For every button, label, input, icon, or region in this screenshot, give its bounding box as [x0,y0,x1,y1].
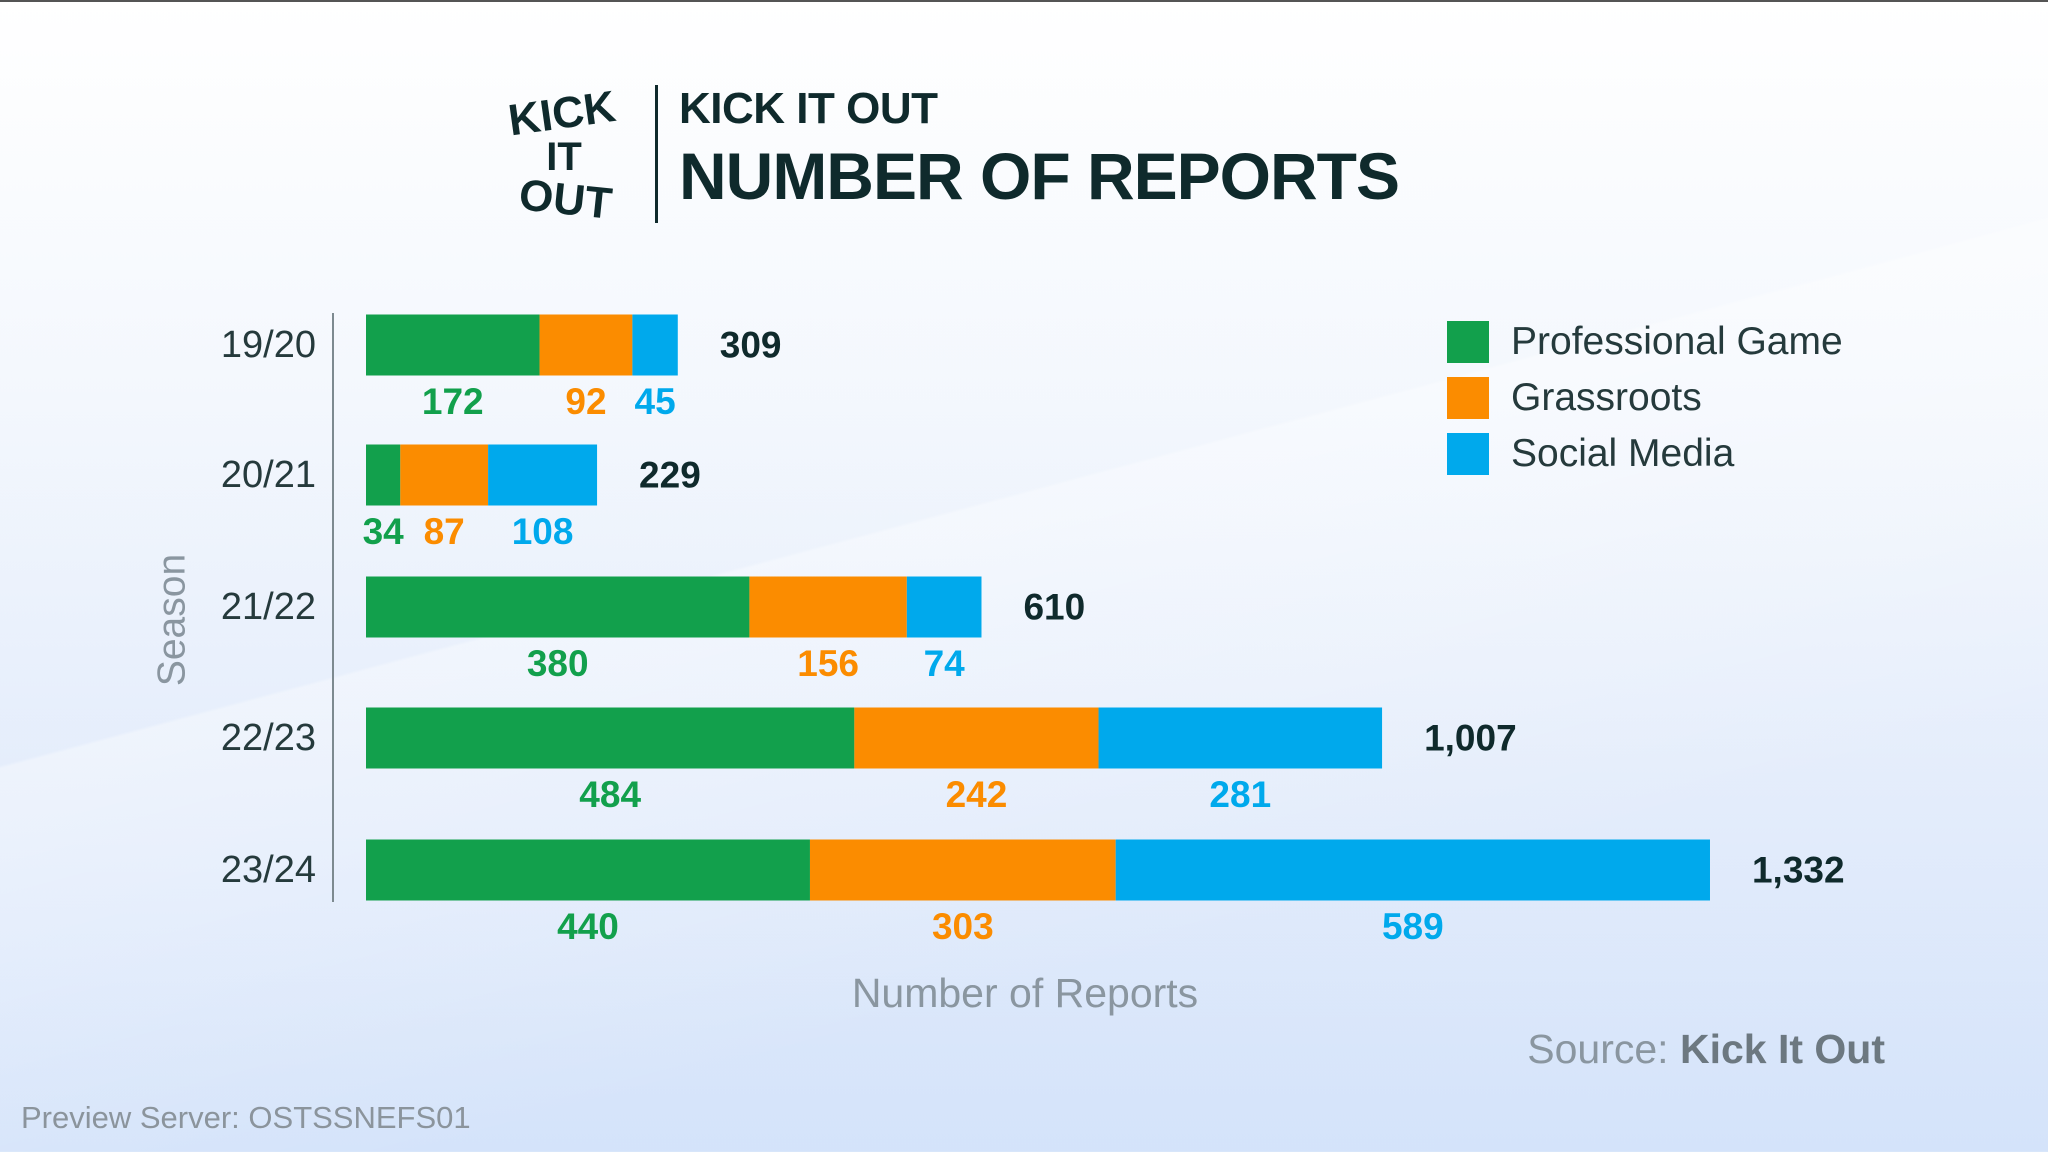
source-value: Kick It Out [1679,1026,1885,1072]
y-axis-label: Season [151,554,194,686]
legend-label: Social Media [1511,432,1735,475]
legend-item-social: Social Media [1447,426,1843,482]
category-label: 19/20 [221,324,316,366]
legend-swatch-professional [1447,321,1489,363]
bar-segment-professional-game [366,576,750,638]
top-border [0,0,2048,2]
category-label: 22/23 [221,717,316,759]
data-label: 156 [797,643,859,684]
data-label: 242 [946,774,1008,815]
bar-segment-professional-game [366,444,401,506]
data-label: 92 [565,381,606,422]
total-label: 1,007 [1424,718,1517,759]
bar-segment-grassroots [854,707,1099,769]
x-axis-label: Number of Reports [851,970,1199,1016]
category-label: 23/24 [221,849,316,891]
data-label: 440 [557,906,619,947]
category-label: 21/22 [221,586,316,628]
data-label: 380 [527,643,589,684]
total-label: 309 [720,325,782,366]
legend: Professional Game Grassroots Social Medi… [1447,314,1843,482]
data-label: 74 [924,643,966,684]
legend-label: Grassroots [1511,376,1702,419]
chart-title: NUMBER OF REPORTS [679,139,1400,213]
title-divider [655,85,658,223]
category-label: 20/21 [221,454,316,496]
bar-segment-social-media [632,314,678,376]
total-label: 610 [1023,587,1085,628]
total-label: 1,332 [1752,850,1845,891]
source-note: Source: Kick It Out [1527,1026,1885,1073]
bar-segment-social-media [488,444,598,506]
bar-segment-grassroots [749,576,907,638]
subtitle: KICK IT OUT [679,84,938,133]
preview-server-note: Preview Server: OSTSSNEFS01 [21,1100,471,1135]
data-label: 281 [1209,774,1271,815]
data-label: 172 [422,381,484,422]
svg-text:IT: IT [546,135,582,179]
source-label: Source: [1527,1026,1669,1072]
bar-segment-social-media [906,576,982,638]
bar-segment-professional-game [366,839,810,901]
data-label: 484 [579,774,641,815]
bar-segment-grassroots [539,314,633,376]
bar-segment-professional-game [366,707,855,769]
data-label: 589 [1382,906,1444,947]
bar-segment-social-media [1115,839,1710,901]
total-label: 229 [639,455,701,496]
bar-segment-social-media [1098,707,1383,769]
bar-segment-grassroots [809,839,1116,901]
legend-swatch-grassroots [1447,377,1489,419]
data-label: 87 [424,511,465,552]
data-label: 34 [363,511,405,552]
data-label: 45 [635,381,676,422]
data-label: 108 [512,511,574,552]
kick-it-out-logo: KICK IT OUT [505,82,619,225]
legend-item-grassroots: Grassroots [1447,370,1843,426]
legend-swatch-social [1447,433,1489,475]
bar-segment-professional-game [366,314,540,376]
legend-label: Professional Game [1511,320,1843,363]
bar-segment-grassroots [400,444,489,506]
svg-text:OUT: OUT [517,170,615,225]
legend-item-professional: Professional Game [1447,314,1843,370]
data-label: 303 [932,906,994,947]
